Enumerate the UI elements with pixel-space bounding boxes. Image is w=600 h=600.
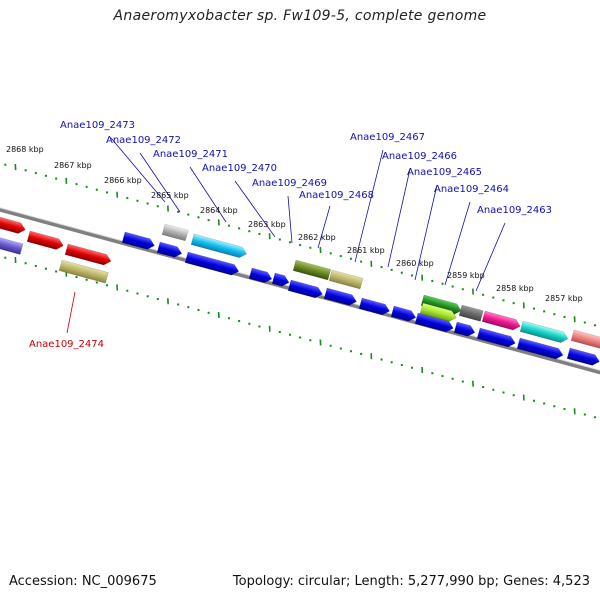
- gene-arrow-16[interactable]: [358, 297, 391, 316]
- gene-label[interactable]: Anae109_2474: [29, 339, 104, 350]
- gene-arrow-27[interactable]: [566, 347, 600, 367]
- leader-line: [444, 201, 471, 286]
- gene-arrow-17[interactable]: [390, 305, 417, 323]
- leader-line: [110, 137, 166, 203]
- gene-arrow-19[interactable]: [419, 302, 458, 323]
- kbp-label: 2863 kbp: [248, 220, 286, 229]
- gene-label[interactable]: Anae109_2472: [106, 135, 181, 146]
- accession-text: Accession: NC_009675: [9, 574, 157, 589]
- gene-label[interactable]: Anae109_2463: [477, 205, 552, 216]
- kbp-label: 2857 kbp: [545, 294, 583, 303]
- kbp-label: 2864 kbp: [200, 206, 238, 215]
- gene-arrow-26[interactable]: [516, 337, 564, 361]
- gene-arrow-10[interactable]: [248, 267, 273, 284]
- gene-label[interactable]: Anae109_2471: [153, 149, 228, 160]
- gene-arrow-18[interactable]: [420, 294, 462, 316]
- gene-arrow-11[interactable]: [271, 272, 290, 288]
- gene-arrow-7[interactable]: [161, 223, 189, 242]
- gene-arrow-22[interactable]: [453, 321, 476, 338]
- gene-arrow-21[interactable]: [414, 312, 455, 334]
- gene-label[interactable]: Anae109_2469: [252, 178, 327, 189]
- gene-arrow-2[interactable]: [64, 243, 112, 267]
- gene-arrow-4[interactable]: [58, 259, 109, 284]
- kbp-label: 2865 kbp: [151, 191, 189, 200]
- gene-label[interactable]: Anae109_2473: [60, 120, 135, 131]
- gene-arrow-28[interactable]: [570, 329, 600, 351]
- gene-label[interactable]: Anae109_2466: [382, 151, 457, 162]
- gene-label[interactable]: Anae109_2470: [202, 163, 277, 174]
- gene-features: [0, 214, 600, 367]
- gene-arrow-25[interactable]: [476, 327, 517, 349]
- kbp-label: 2862 kbp: [298, 233, 336, 242]
- kbp-label: 2867 kbp: [54, 161, 92, 170]
- leader-line: [475, 222, 506, 292]
- gene-arrow-9[interactable]: [184, 251, 240, 277]
- gene-label[interactable]: Anae109_2464: [434, 184, 509, 195]
- leader-line: [189, 166, 227, 223]
- genome-summary-text: Topology: circular; Length: 5,277,990 bp…: [232, 574, 590, 589]
- gene-arrow-24[interactable]: [519, 320, 569, 344]
- leader-line: [414, 184, 438, 281]
- kbp-label: 2868 kbp: [6, 145, 44, 154]
- label-leader-lines: [66, 137, 506, 334]
- kbp-label: 2861 kbp: [347, 246, 385, 255]
- gene-arrow-1[interactable]: [26, 230, 65, 251]
- gene-arrow-3[interactable]: [0, 236, 24, 255]
- leader-line: [354, 149, 384, 263]
- gene-labels: Anae109_2473 Anae109_2472 Anae109_2471 Anae…: [29, 120, 552, 350]
- gene-arrow-8[interactable]: [190, 233, 248, 259]
- kbp-label: 2859 kbp: [447, 271, 485, 280]
- leader-line: [387, 168, 411, 268]
- kbp-label: 2866 kbp: [104, 176, 142, 185]
- gene-label[interactable]: Anae109_2465: [407, 167, 482, 178]
- gene-arrow-15[interactable]: [323, 287, 358, 307]
- tick-marks: [4, 163, 597, 419]
- map-title: Anaeromyxobacter sp. Fw109-5, complete g…: [113, 8, 487, 24]
- gene-label[interactable]: Anae109_2468: [299, 190, 374, 201]
- kbp-label: 2860 kbp: [396, 259, 434, 268]
- leader-line: [66, 291, 76, 334]
- gene-arrow-5[interactable]: [121, 231, 156, 251]
- leader-line: [139, 152, 181, 213]
- leader-line: [287, 195, 293, 244]
- leader-line: [234, 180, 276, 238]
- gene-arrow-14[interactable]: [328, 269, 364, 290]
- kbp-labels: 2868 kbp 2867 kbp 2866 kbp 2865 kbp 2864 kbp…: [6, 145, 583, 303]
- leader-line: [317, 205, 331, 249]
- gene-arrow-0[interactable]: [0, 214, 27, 235]
- gene-arrow-20[interactable]: [458, 304, 484, 322]
- gene-label[interactable]: Anae109_2467: [350, 132, 425, 143]
- kbp-label: 2858 kbp: [496, 284, 534, 293]
- gene-arrow-12[interactable]: [287, 279, 324, 299]
- gene-arrow-23[interactable]: [481, 310, 522, 332]
- gene-arrow-13[interactable]: [292, 259, 332, 281]
- gene-arrow-6[interactable]: [156, 241, 183, 259]
